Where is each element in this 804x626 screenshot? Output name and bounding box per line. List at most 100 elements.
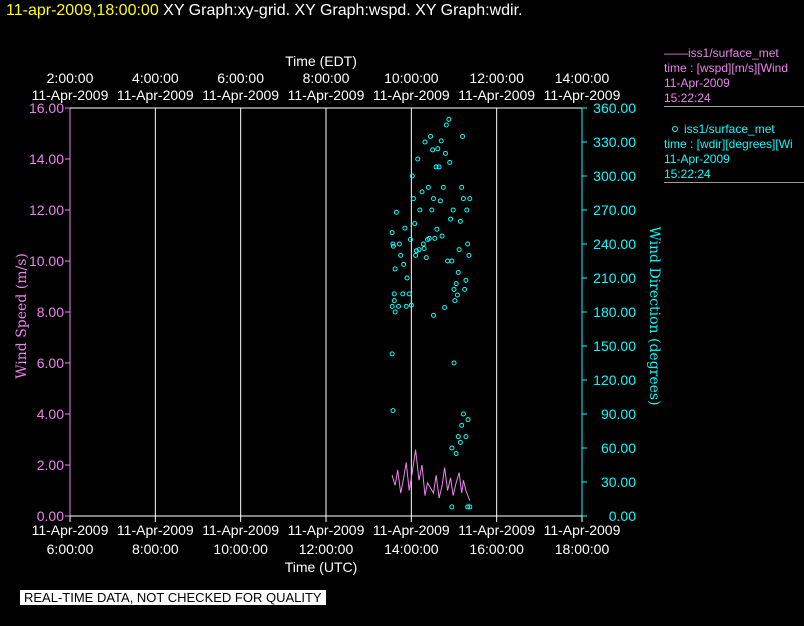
- wdir-point: [390, 408, 396, 414]
- wdir-point: [431, 312, 437, 318]
- wdir-point: [453, 281, 459, 287]
- wdir-point: [446, 116, 452, 122]
- title-timestamp: 11-apr-2009,18:00:00: [6, 2, 159, 19]
- bottom-tick-time: 18:00:00: [555, 541, 610, 557]
- right-tick-label: 180.00: [593, 304, 636, 320]
- wdir-point: [435, 146, 441, 152]
- top-tick-date: 11-Apr-2009: [544, 87, 621, 103]
- right-tick-label: 0.00: [609, 508, 636, 524]
- top-tick-date: 11-Apr-2009: [458, 87, 535, 103]
- top-tick-time: 4:00:00: [132, 70, 179, 86]
- wdir-point: [425, 184, 431, 190]
- bottom-tick-time: 12:00:00: [299, 541, 354, 557]
- right-axis-title: Wind Direction (degrees): [646, 226, 662, 405]
- left-tick-label: 4.00: [37, 406, 64, 422]
- right-tick-label: 360.00: [593, 100, 636, 116]
- bottom-tick-time: 16:00:00: [469, 541, 524, 557]
- wdir-point: [410, 196, 416, 202]
- wdir-point: [456, 247, 462, 253]
- wdir-point: [402, 225, 408, 231]
- wdir-point: [403, 303, 409, 309]
- wdir-point: [465, 241, 471, 247]
- wdir-point: [467, 196, 473, 202]
- left-tick-label: 8.00: [37, 304, 64, 320]
- wdir-point: [406, 291, 412, 297]
- wdir-point: [455, 434, 461, 440]
- bottom-axis-title: Time (UTC): [285, 559, 358, 575]
- grid-lines: [154, 108, 498, 516]
- quality-note: REAL-TIME DATA, NOT CHECKED FOR QUALITY: [20, 590, 326, 605]
- wdir-point: [466, 252, 472, 258]
- legend-wspd-var: time : [wspd][m/s][Wind: [664, 61, 789, 75]
- wdir-point: [430, 147, 436, 153]
- wdir-point: [438, 138, 444, 144]
- wdir-point: [467, 504, 473, 510]
- wdir-point: [401, 261, 407, 267]
- wdir-point: [398, 252, 404, 258]
- wdir-point: [439, 233, 445, 239]
- legend-wdir-name: iss1/surface_met: [684, 122, 775, 136]
- wdir-point: [447, 159, 453, 165]
- wdir-point: [452, 298, 458, 304]
- left-axis-title: Wind Speed (m/s): [14, 253, 30, 379]
- top-tick-time: 8:00:00: [303, 70, 350, 86]
- top-tick-date: 11-Apr-2009: [288, 87, 365, 103]
- bottom-tick-date: 11-Apr-2009: [32, 522, 109, 538]
- right-tick-label: 120.00: [593, 372, 636, 388]
- right-tick-label: 240.00: [593, 236, 636, 252]
- top-axis-title: Time (EDT): [285, 53, 357, 69]
- wdir-point: [442, 304, 448, 310]
- wdir-point: [426, 235, 432, 241]
- wdir-point: [390, 243, 396, 249]
- left-tick-label: 12.00: [29, 202, 64, 218]
- left-tick-label: 2.00: [37, 457, 64, 473]
- wdir-point: [464, 207, 470, 213]
- right-tick-label: 270.00: [593, 202, 636, 218]
- wdir-point: [440, 184, 446, 190]
- wdir-point: [417, 207, 423, 213]
- legend-wspd-date: 11-Apr-2009: [664, 76, 730, 90]
- right-tick-label: 330.00: [593, 134, 636, 150]
- wdir-point: [449, 504, 455, 510]
- wdir-point: [390, 241, 396, 247]
- wdir-point: [392, 266, 398, 272]
- wdir-point: [419, 189, 425, 195]
- wdir-point: [445, 258, 451, 264]
- wdir-point: [416, 247, 422, 253]
- wdir-point: [448, 216, 454, 222]
- legend-wspd-time: 15:22:24: [664, 91, 804, 107]
- legend-wdir-date: 11-Apr-2009: [664, 152, 730, 166]
- wdir-point: [462, 286, 468, 292]
- bottom-tick-date: 11-Apr-2009: [117, 522, 194, 538]
- top-tick-date: 11-Apr-2009: [202, 87, 279, 103]
- wdir-point: [389, 351, 395, 357]
- wdir-point: [409, 173, 415, 179]
- wdir-point: [431, 196, 437, 202]
- wspd-series: [391, 449, 471, 501]
- title-bar: 11-apr-2009,18:00:00 XY Graph:xy-grid. X…: [6, 2, 522, 20]
- legend-wdir: iss1/surface_met time : [wdir][degrees][…: [664, 122, 804, 183]
- left-tick-label: 6.00: [37, 355, 64, 371]
- wdir-point: [407, 236, 413, 242]
- wdir-point: [443, 122, 449, 128]
- left-tick-label: 0.00: [37, 508, 64, 524]
- bottom-tick-time: 8:00:00: [132, 541, 179, 557]
- wspd-line: [391, 449, 471, 501]
- wdir-point: [412, 221, 418, 227]
- wdir-point: [434, 226, 440, 232]
- wdir-point: [457, 218, 463, 224]
- wdir-point: [413, 252, 419, 258]
- wdir-point: [451, 286, 457, 292]
- top-tick-date: 11-Apr-2009: [117, 87, 194, 103]
- wdir-point: [393, 209, 399, 215]
- bottom-tick-date: 11-Apr-2009: [202, 522, 279, 538]
- right-tick-label: 90.00: [601, 406, 636, 422]
- wdir-point: [391, 298, 397, 304]
- wdir-point: [437, 198, 443, 204]
- bottom-tick-date: 11-Apr-2009: [288, 522, 365, 538]
- bottom-tick-date: 11-Apr-2009: [458, 522, 535, 538]
- wdir-point: [396, 241, 402, 247]
- wdir-point: [465, 504, 471, 510]
- wdir-point: [449, 258, 455, 264]
- wdir-point: [433, 164, 439, 170]
